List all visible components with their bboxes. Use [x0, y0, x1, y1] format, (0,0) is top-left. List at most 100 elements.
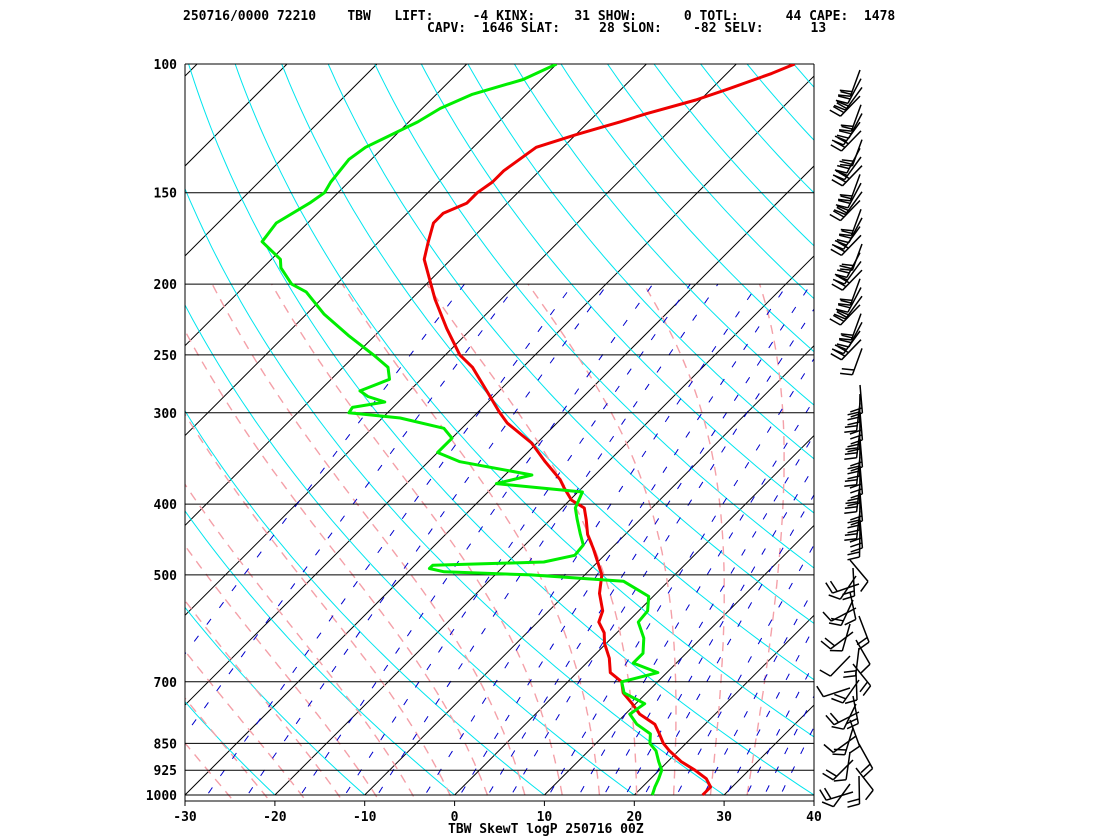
header-line-2: CAPV: 1646 SLAT: 28 SLON: -82 SELV: 13 [427, 21, 827, 36]
moist-adiabat-line [185, 544, 381, 801]
chart-title: TBW SkewT logP 250716 00Z [448, 822, 644, 837]
mixing-ratio-line [777, 725, 814, 801]
profiles [260, 64, 796, 797]
wind-barb [828, 575, 857, 600]
wind-barb [838, 174, 861, 202]
wind-barb [821, 783, 851, 808]
wind-barb [835, 78, 862, 105]
dry-adiabat-line [700, 64, 814, 194]
pressure-tick-label: 700 [154, 676, 178, 691]
temperature-tick-label: 30 [716, 810, 732, 825]
pressure-tick-label: 300 [154, 407, 178, 422]
mixing-ratio-line [455, 283, 788, 801]
moist-adiabat-line [643, 283, 725, 801]
pressure-tick-label: 850 [154, 737, 178, 752]
dry-adiabat-line [281, 64, 814, 681]
moist-adiabat-line [185, 483, 417, 801]
isotherm-line [544, 524, 814, 796]
wind-barb [833, 191, 863, 216]
pressure-tick-label: 925 [154, 764, 177, 779]
dry-adiabat-line [746, 64, 814, 141]
dry-adiabat-line [653, 64, 814, 247]
wind-barb [836, 217, 863, 244]
isotherm-line [185, 165, 814, 796]
dry-adiabat-line [185, 606, 366, 796]
wind-barb [839, 104, 862, 132]
temperature-tick-label: 40 [806, 810, 822, 825]
isotherm-line [274, 255, 814, 796]
wind-barb [844, 510, 861, 542]
mixing-ratio-line [621, 465, 814, 801]
temperature-tick-label: -20 [263, 810, 287, 825]
wind-barb [844, 429, 861, 461]
dry-adiabat-line [185, 303, 635, 796]
wind-barb [829, 304, 861, 326]
mixing-ratio-line [483, 283, 812, 801]
dry-adiabat-line [327, 64, 814, 625]
dry-adiabat-line [420, 64, 814, 514]
wind-barb [839, 208, 862, 237]
temperature-tick-label: -30 [173, 810, 197, 825]
moist-adiabat-line [426, 283, 638, 801]
moist-adiabat-line [185, 697, 271, 801]
header-line-1: 250716/0000 72210 TBW LIFT: -4 KINX: 31 … [183, 9, 896, 24]
wind-barb [843, 647, 860, 679]
wind-barb [829, 95, 861, 117]
wind-barb [849, 465, 864, 499]
moist-adiabat-line [185, 599, 344, 801]
mixing-ratio-line [296, 283, 654, 801]
isotherm-line [633, 614, 814, 796]
isotherm-line [185, 64, 378, 257]
isotherm-line [364, 344, 814, 796]
mixing-ratio-line [742, 662, 814, 801]
dry-adiabat-line [185, 409, 545, 796]
temperature-profile-line [422, 64, 796, 797]
dry-adiabat-line [188, 64, 814, 796]
dry-adiabat-line [933, 64, 1120, 795]
mixing-ratio-line [185, 283, 465, 655]
pressure-tick-labels: 100 150 200 250 300 400 500 700 850 925 1000 [146, 58, 177, 804]
mixing-ratio-line [640, 493, 814, 801]
pressure-tick-label: 150 [154, 187, 178, 202]
dry-adiabat-line [234, 64, 814, 738]
wind-barb [833, 86, 863, 111]
wind-barb [825, 711, 860, 726]
wind-barb [831, 269, 863, 291]
wind-barb [833, 295, 863, 320]
wind-barb [834, 252, 861, 279]
wind-barb [847, 528, 861, 561]
wind-barb [831, 165, 863, 187]
isotherm-line [454, 434, 814, 796]
mixing-ratio-line [672, 543, 814, 801]
moist-adiabat-line [341, 283, 601, 801]
pressure-tick-label: 400 [154, 498, 178, 513]
wind-barb [823, 735, 857, 754]
dewpoint-profile-line [260, 64, 664, 796]
temperature-tick-label: 10 [537, 810, 553, 825]
wind-barb [819, 787, 854, 801]
temperature-tick-label: 20 [626, 810, 642, 825]
wind-barb [840, 348, 863, 376]
wind-barb [844, 483, 861, 515]
wind-barbs [816, 69, 874, 808]
wind-barb [836, 113, 863, 139]
dry-adiabat-line [467, 64, 814, 460]
wind-barb [828, 599, 854, 627]
moist-adiabat-line [185, 741, 235, 801]
mixing-ratio-line [760, 694, 814, 801]
temperature-tick-label: -10 [353, 810, 377, 825]
isotherm-line [185, 64, 557, 437]
wind-barb [839, 313, 862, 341]
wind-barb [830, 234, 862, 257]
isotherm-line [185, 64, 737, 617]
mixing-ratio-line [420, 283, 759, 801]
isotherm-line [723, 704, 814, 796]
wind-barb [835, 182, 862, 209]
wind-barb [844, 591, 857, 626]
isotherm-line [185, 64, 288, 167]
mixing-ratio-line [722, 626, 814, 801]
mixing-ratio-line [600, 434, 814, 801]
wind-barb [849, 519, 864, 553]
wind-barb [829, 199, 861, 222]
wind-barb [820, 631, 854, 650]
